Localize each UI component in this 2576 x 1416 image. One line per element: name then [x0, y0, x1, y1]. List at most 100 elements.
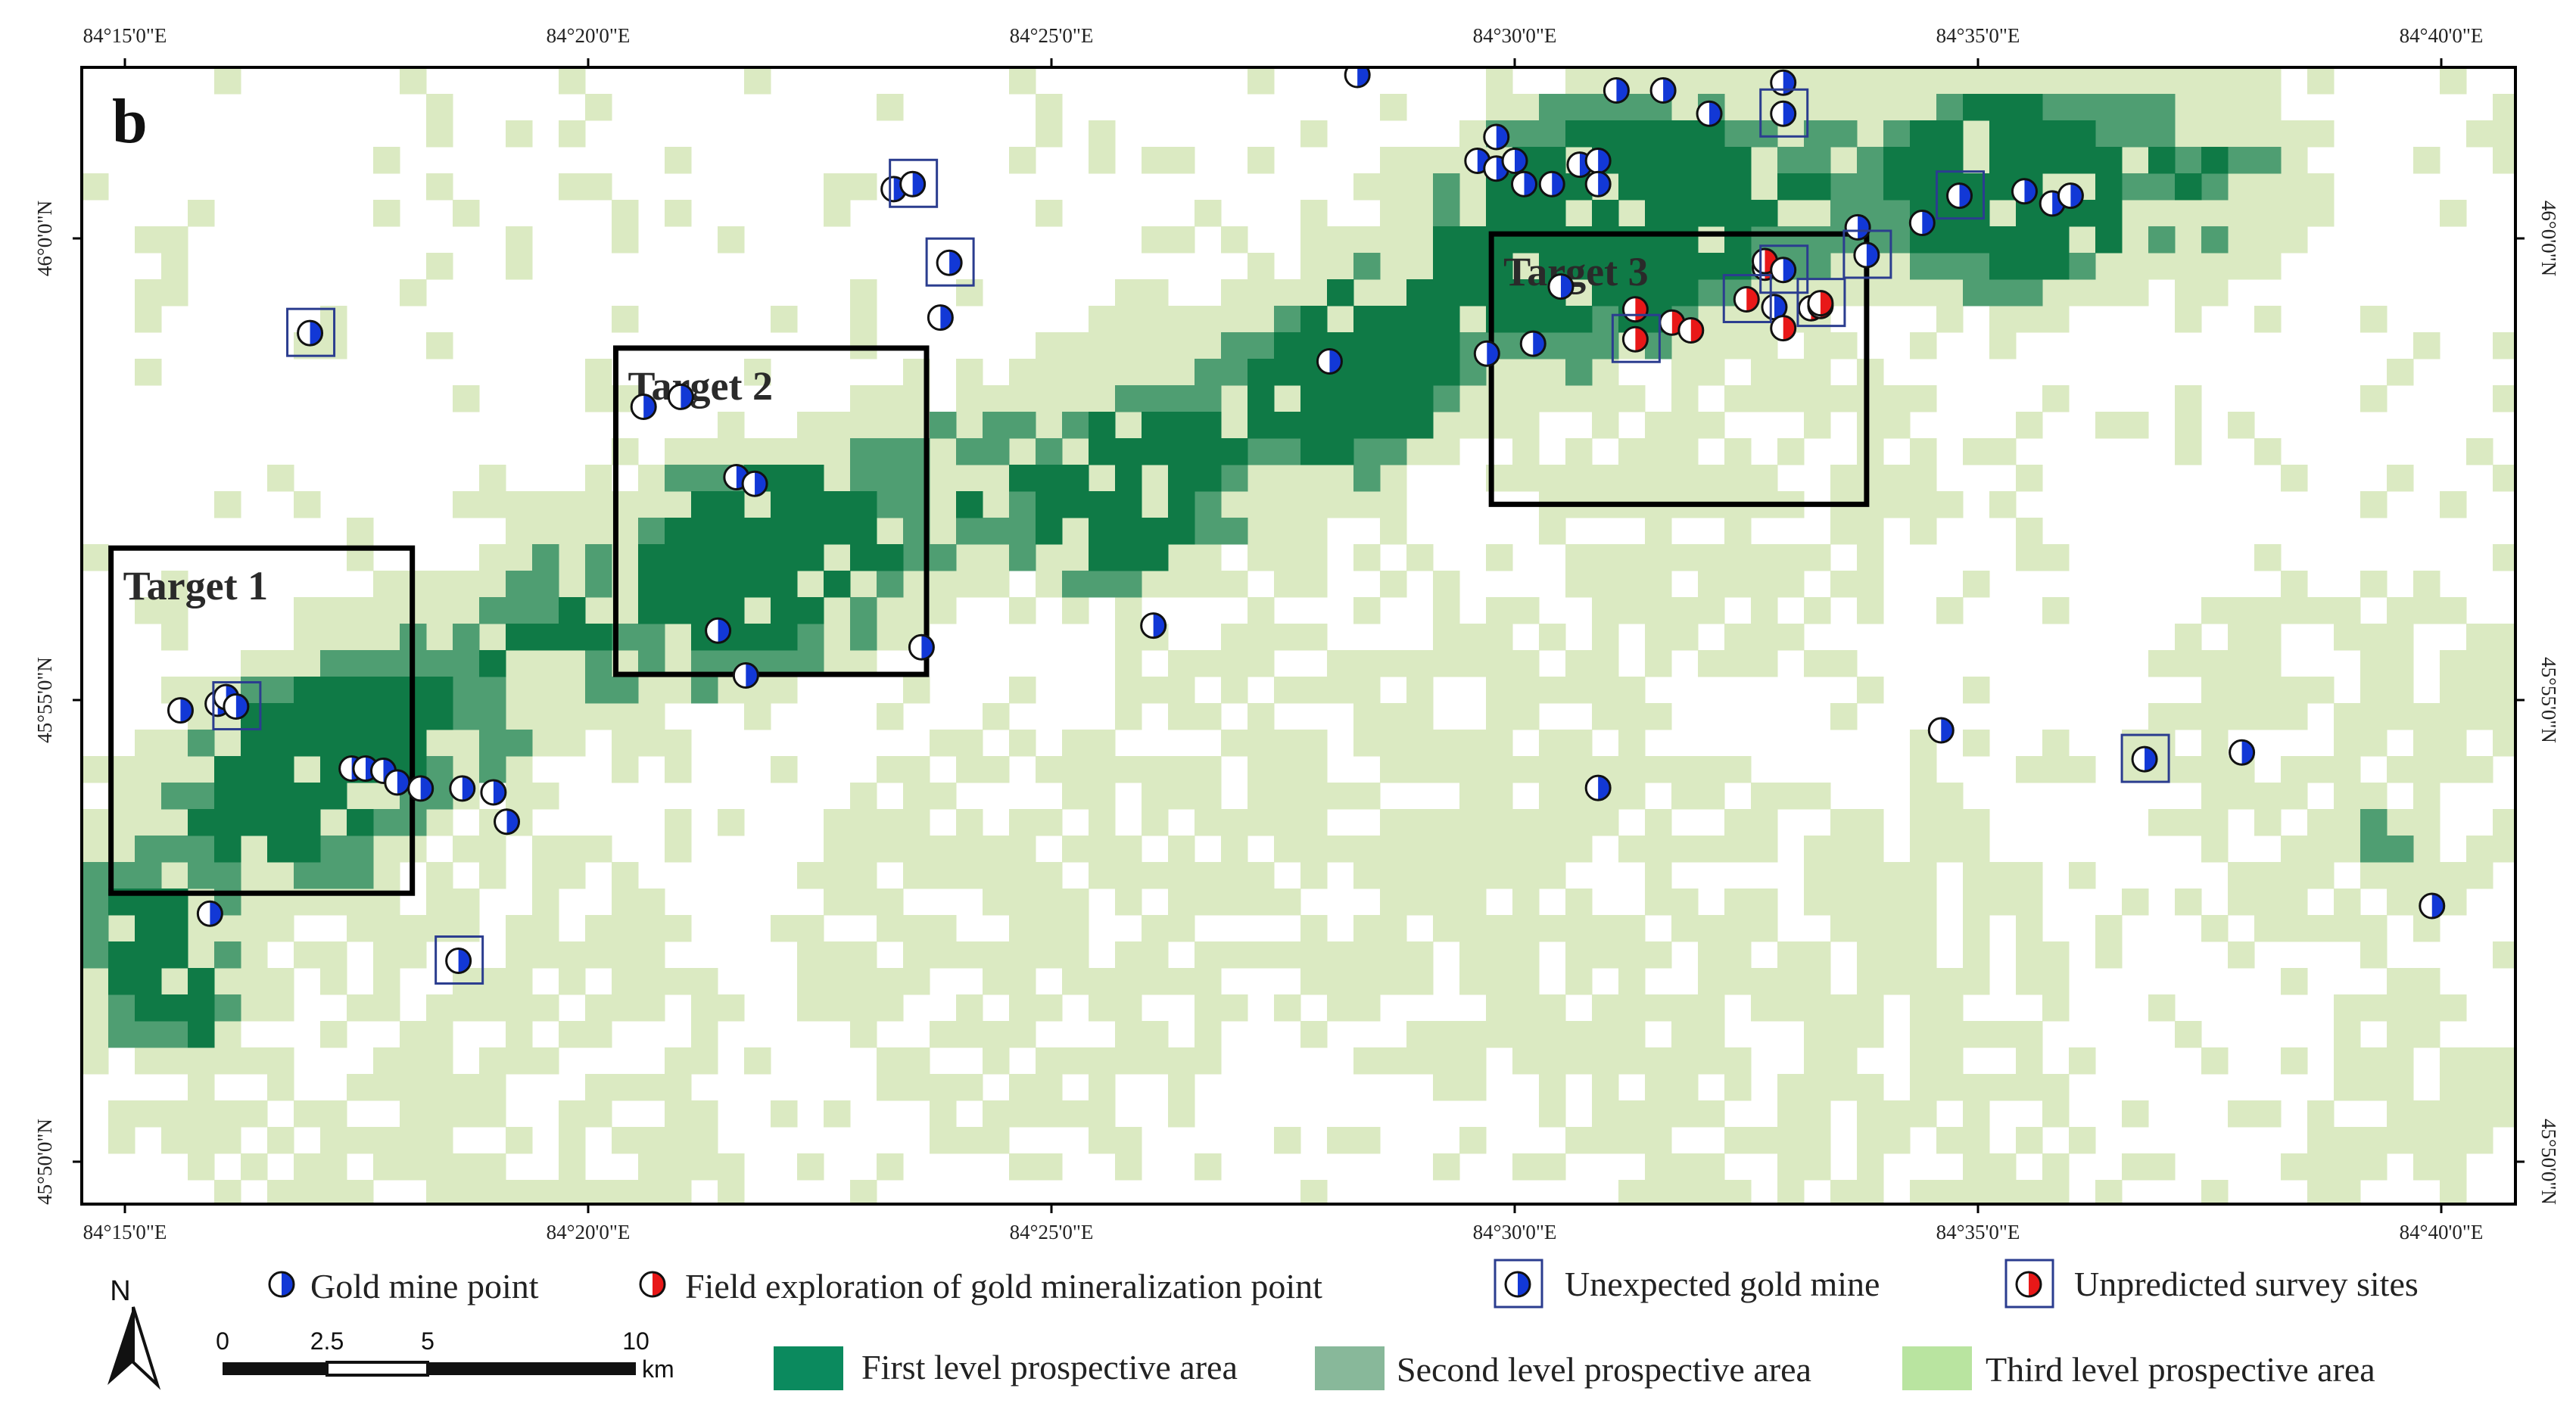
third-level-cell — [347, 597, 374, 624]
unexpected-gold-mine[interactable] — [925, 237, 975, 287]
gold-mine-point[interactable] — [1584, 148, 1612, 175]
gold-mine-point[interactable] — [1547, 273, 1575, 300]
unexpected-gold-mine[interactable] — [889, 158, 939, 208]
unexpected-gold-mine-marker[interactable] — [1770, 100, 1797, 127]
gold-mine-point[interactable] — [2419, 892, 2446, 920]
gold-mine-point[interactable] — [196, 900, 223, 927]
unexpected-gold-mine-marker[interactable] — [936, 249, 963, 276]
gold-mine-point[interactable] — [384, 769, 411, 796]
gold-mine-point[interactable] — [167, 697, 194, 724]
third-level-cell — [1804, 597, 1831, 624]
gold-mine-point[interactable] — [1844, 213, 1871, 241]
unpredicted-survey-site[interactable] — [1796, 278, 1846, 328]
unexpected-gold-mine[interactable] — [435, 935, 484, 985]
gold-mine-point[interactable] — [1501, 148, 1528, 175]
gold-mine-point[interactable] — [705, 617, 732, 644]
gold-mine-point[interactable] — [1584, 774, 1612, 801]
unexpected-gold-mine-marker[interactable] — [223, 693, 250, 720]
unexpected-gold-mine[interactable] — [1842, 229, 1892, 279]
gold-mine-point[interactable] — [1696, 100, 1723, 127]
gold-mine-point[interactable] — [449, 775, 476, 802]
gold-mine-point[interactable] — [667, 383, 694, 410]
third-level-cell — [930, 597, 957, 624]
unexpected-gold-mine[interactable] — [1759, 244, 1809, 294]
gold-mine-point[interactable] — [1584, 170, 1612, 198]
unpredicted-survey-site-marker[interactable] — [1807, 290, 1834, 317]
unexpected-gold-mine-marker[interactable] — [2131, 745, 2158, 773]
third-level-cell — [1486, 994, 1513, 1022]
gold-mine-point[interactable] — [1927, 717, 1955, 744]
gold-mine-point[interactable] — [1316, 348, 1343, 375]
gold-mine-point[interactable] — [927, 304, 954, 331]
legend-field-exploration-marker[interactable] — [639, 1271, 666, 1298]
gold-mine-point[interactable] — [732, 662, 759, 689]
gold-mine-point[interactable] — [407, 775, 435, 802]
unexpected-gold-mine-marker[interactable] — [1946, 182, 1973, 210]
field-exploration-point[interactable] — [1770, 315, 1797, 342]
third-level-cell — [1142, 279, 1169, 307]
gold-mine-point[interactable] — [1140, 612, 1167, 640]
third-level-cell — [1724, 67, 1752, 95]
gold-mine-point[interactable] — [741, 470, 768, 497]
unpredicted-survey-site[interactable] — [1611, 313, 1661, 363]
third-level-cell — [1618, 836, 1646, 863]
unexpected-gold-mine-marker[interactable] — [899, 170, 927, 198]
field-exploration-point[interactable] — [1677, 317, 1705, 344]
third-level-cell — [1089, 1127, 1116, 1154]
third-level-cell — [1565, 650, 1593, 677]
target-box-1[interactable] — [108, 545, 416, 896]
first-level-cell — [426, 703, 453, 730]
third-level-cell — [2175, 624, 2202, 651]
gold-mine-point[interactable] — [1519, 330, 1547, 357]
gold-mine-point[interactable] — [908, 633, 935, 661]
unexpected-gold-mine-marker[interactable] — [1770, 257, 1797, 284]
second-level-cell — [2148, 120, 2176, 148]
gold-mine-point[interactable] — [1510, 170, 1537, 198]
gold-mine-point[interactable] — [1770, 69, 1797, 96]
second-level-cell — [612, 677, 639, 704]
unexpected-gold-mine[interactable] — [1759, 88, 1809, 138]
gold-mine-point[interactable] — [494, 808, 521, 836]
gold-mine-point[interactable] — [1538, 170, 1565, 198]
gold-mine-point[interactable] — [480, 779, 507, 806]
first-level-cell — [1539, 306, 1566, 333]
gold-mine-point[interactable] — [2229, 739, 2256, 766]
unexpected-gold-mine-marker[interactable] — [1853, 241, 1880, 269]
gold-mine-point[interactable] — [1483, 123, 1510, 151]
first-level-cell — [797, 465, 824, 492]
legend-unexpected-mine-marker-marker[interactable] — [1504, 1271, 1531, 1298]
unpredicted-survey-site-marker[interactable] — [1733, 286, 1760, 313]
target-box-2[interactable] — [612, 345, 930, 677]
third-level-cell — [1512, 915, 1540, 942]
unexpected-gold-mine[interactable] — [212, 681, 262, 731]
first-level-cell — [2016, 147, 2043, 174]
legend-gold-mine-marker[interactable] — [268, 1271, 295, 1298]
unpredicted-survey-site[interactable] — [1722, 274, 1772, 324]
gold-mine-point[interactable] — [1473, 340, 1500, 367]
third-level-cell — [1698, 941, 1725, 969]
gold-mine-point[interactable] — [1649, 77, 1677, 104]
unexpected-gold-mine-marker[interactable] — [445, 948, 472, 975]
unexpected-gold-mine[interactable] — [2120, 733, 2170, 783]
third-level-cell — [1910, 756, 1937, 783]
gold-mine-point[interactable] — [2057, 182, 2084, 210]
legend-unexpected-mine-marker[interactable] — [1494, 1259, 1543, 1309]
gold-mine-point[interactable] — [1603, 77, 1630, 104]
legend-unpredicted-survey-marker[interactable] — [2004, 1259, 2054, 1309]
gold-mine-point[interactable] — [1344, 63, 1371, 89]
gold-mine-point[interactable] — [1908, 210, 1936, 237]
unexpected-gold-mine-marker[interactable] — [297, 319, 324, 347]
unpredicted-survey-site-marker[interactable] — [1621, 325, 1649, 353]
field-exploration-point[interactable] — [1621, 296, 1649, 323]
gold-mine-point[interactable] — [630, 394, 657, 421]
third-level-cell — [2493, 809, 2515, 836]
third-level-cell — [1539, 624, 1566, 651]
unexpected-gold-mine[interactable] — [286, 307, 336, 357]
third-level-cell — [1989, 1021, 2017, 1048]
unexpected-gold-mine[interactable] — [1936, 170, 1986, 220]
legend-unpredicted-survey-marker-marker[interactable] — [2015, 1271, 2042, 1298]
target-box-3[interactable] — [1488, 231, 1870, 507]
gold-mine-point[interactable] — [2011, 178, 2038, 205]
